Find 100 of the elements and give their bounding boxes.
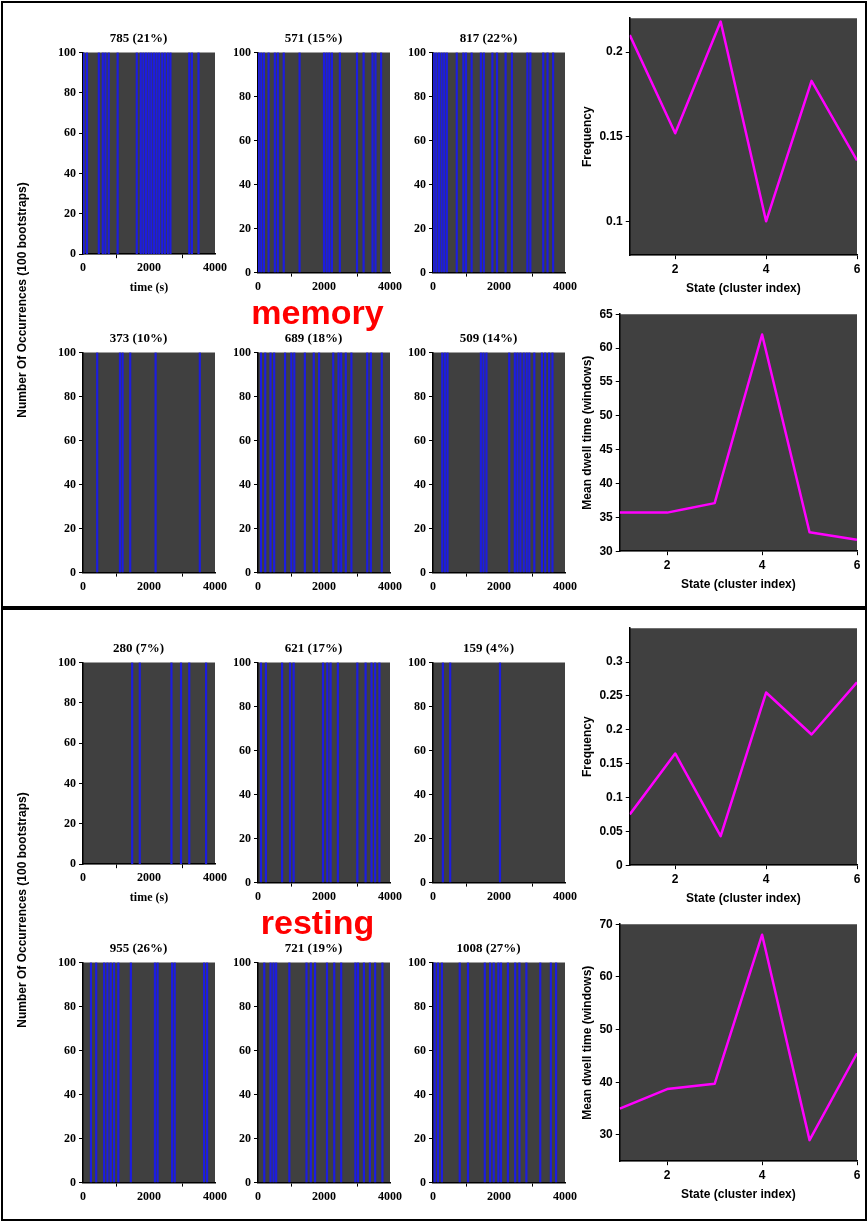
y-axis-title: Mean dwell time (windows) (579, 965, 594, 1120)
x-tick-label: 4000 (203, 260, 227, 275)
x-tick-label: 0 (80, 1188, 86, 1203)
y-tick-label: 40 (64, 165, 76, 180)
x-tick-label: 4000 (378, 578, 402, 593)
y-tick-label: 60 (64, 432, 76, 447)
x-tick-label: 4000 (553, 578, 577, 593)
x-tick-label: 4 (762, 261, 770, 276)
y-tick-label: 80 (414, 388, 426, 403)
x-tick-label: 0 (255, 1188, 261, 1203)
y-tick-label: 100 (233, 344, 251, 359)
y-tick-label: 40 (64, 775, 76, 790)
y-tick-label: 50 (599, 408, 614, 423)
y-tick-label: 80 (414, 88, 426, 103)
x-tick-label: 4000 (553, 1188, 577, 1203)
x-tick-label: 0 (430, 578, 436, 593)
y-tick-label: 80 (414, 998, 426, 1013)
x-tick-label: 0 (255, 278, 261, 293)
y-tick-label: 0 (70, 856, 76, 871)
x-axis-title: State (cluster index) (686, 281, 801, 296)
y-tick-label: 40 (64, 1086, 76, 1101)
x-axis-title: time (s) (129, 279, 169, 294)
chart-title: 571 (15%) (284, 30, 343, 46)
y-tick-label: 60 (239, 742, 251, 757)
chart-title: 785 (21%) (109, 30, 168, 46)
y-tick-label: 100 (408, 344, 426, 359)
y-tick-label: 100 (408, 654, 426, 669)
x-tick-label: 6 (853, 1167, 861, 1182)
x-tick-label: 0 (430, 278, 436, 293)
y-tick-label: 0.05 (599, 823, 624, 838)
text: memory (250, 293, 385, 332)
y-tick-label: 100 (233, 44, 251, 59)
x-tick-label: 4000 (553, 888, 577, 903)
chart-title: 159 (4%) (463, 640, 514, 656)
y-tick-label: 20 (414, 1130, 426, 1145)
y-tick-label: 100 (58, 954, 76, 969)
x-axis-title: State (cluster index) (681, 577, 796, 592)
chart-title: 817 (22%) (459, 30, 518, 46)
y-tick-label: 0.2 (606, 722, 624, 737)
y-tick-label: 0 (70, 246, 76, 261)
x-tick-label: 2000 (312, 578, 336, 593)
text: resting (259, 903, 376, 942)
y-tick-label: 20 (414, 220, 426, 235)
x-tick-label: 2000 (312, 278, 336, 293)
y-tick-label: 80 (64, 85, 76, 100)
x-tick-label: 4000 (553, 278, 577, 293)
chart-title: 621 (17%) (284, 640, 343, 656)
x-tick-label: 0 (430, 888, 436, 903)
x-axis-title: State (cluster index) (681, 1187, 796, 1202)
x-tick-label: 2 (671, 261, 679, 276)
y-tick-label: 40 (599, 475, 614, 490)
y-tick-label: 40 (239, 786, 251, 801)
chart-title: 373 (10%) (109, 330, 168, 346)
y-tick-label: 80 (239, 698, 251, 713)
x-tick-label: 0 (255, 578, 261, 593)
x-tick-label: 2000 (487, 578, 511, 593)
y-tick-label: 60 (414, 742, 426, 757)
x-tick-label: 0 (430, 1188, 436, 1203)
y-tick-label: 100 (58, 654, 76, 669)
y-tick-label: 20 (64, 815, 76, 830)
y-tick-label: 20 (414, 830, 426, 845)
x-tick-label: 4000 (203, 870, 227, 885)
y-tick-label: 20 (64, 1130, 76, 1145)
y-tick-label: 30 (599, 1127, 614, 1142)
y-axis-title: Frequency (579, 106, 594, 168)
x-tick-label: 6 (853, 261, 861, 276)
y-axis-title: Number Of Occurrences (100 bootstraps) (15, 792, 29, 1028)
y-tick-label: 20 (414, 520, 426, 535)
y-axis-title: Number Of Occurrences (100 bootstraps) (15, 182, 29, 418)
y-tick-label: 0.3 (606, 654, 624, 669)
y-tick-label: 40 (64, 476, 76, 491)
chart-title: 1008 (27%) (456, 940, 521, 956)
x-tick-label: 4 (758, 557, 766, 572)
y-tick-label: 45 (599, 441, 614, 456)
x-tick-label: 2000 (137, 1188, 161, 1203)
y-tick-label: 60 (239, 132, 251, 147)
y-tick-label: 100 (408, 954, 426, 969)
y-tick-label: 60 (599, 340, 614, 355)
y-tick-label: 40 (414, 476, 426, 491)
x-tick-label: 0 (80, 870, 86, 885)
x-tick-label: 0 (80, 578, 86, 593)
x-tick-label: 0 (80, 260, 86, 275)
y-tick-label: 0.15 (599, 755, 624, 770)
x-tick-label: 2 (663, 557, 671, 572)
x-tick-label: 2 (671, 871, 679, 886)
y-tick-label: 0.1 (606, 213, 624, 228)
x-tick-label: 4000 (203, 578, 227, 593)
x-tick-label: 2000 (137, 260, 161, 275)
chart-title: 955 (26%) (109, 940, 168, 956)
x-tick-label: 2000 (137, 870, 161, 885)
y-tick-label: 40 (239, 476, 251, 491)
y-tick-label: 0.2 (606, 44, 624, 59)
y-tick-label: 20 (239, 830, 251, 845)
chart-title: 689 (18%) (284, 330, 343, 346)
y-tick-label: 0.15 (599, 129, 624, 144)
y-tick-label: 80 (239, 88, 251, 103)
y-tick-label: 20 (64, 520, 76, 535)
y-tick-label: 100 (233, 954, 251, 969)
x-tick-label: 2 (663, 1167, 671, 1182)
x-axis-title: time (s) (129, 889, 169, 904)
